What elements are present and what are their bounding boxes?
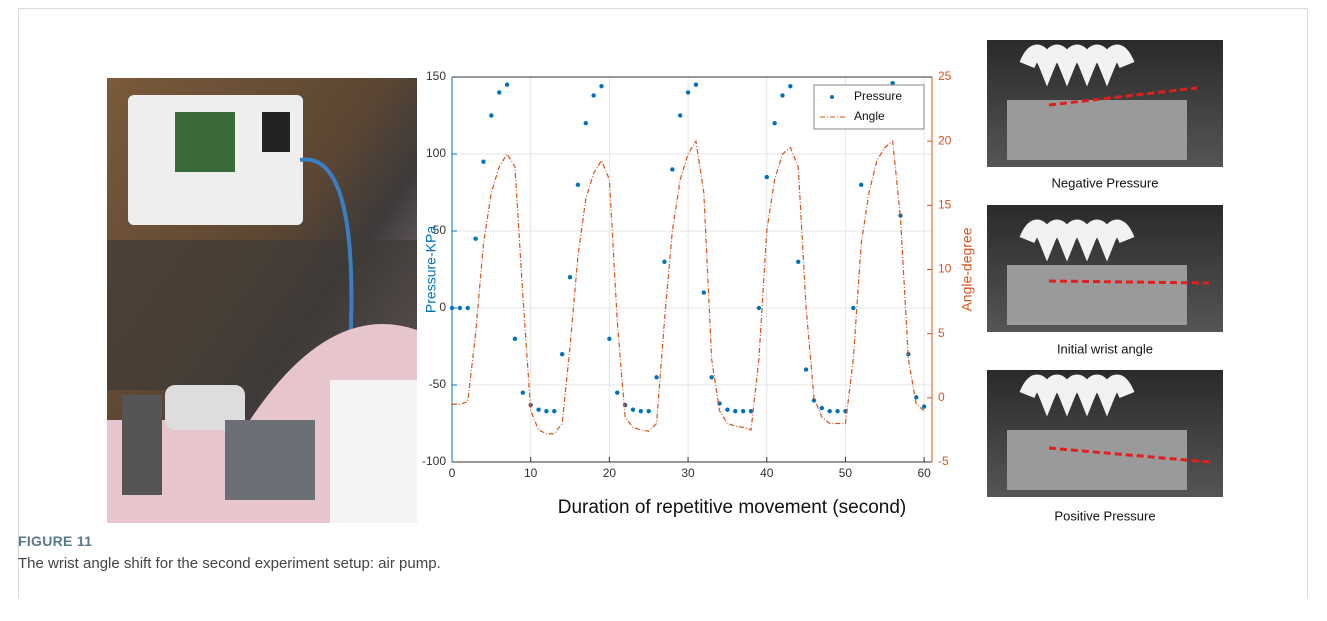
- x-tick-label: 50: [839, 466, 853, 480]
- y-tick-label: 100: [426, 146, 446, 160]
- legend-label: Pressure: [854, 89, 902, 103]
- data-point: [536, 407, 540, 411]
- panel-caption: Initial wrist angle: [1057, 341, 1153, 356]
- data-point: [788, 84, 792, 88]
- y-tick-label: 0: [439, 300, 446, 314]
- photo-panels: Negative Pressure Initial wrist angle Po…: [987, 40, 1223, 523]
- data-point: [473, 237, 477, 241]
- x-tick-label: 30: [681, 466, 695, 480]
- data-point: [851, 306, 855, 310]
- data-point: [481, 160, 485, 164]
- data-point: [505, 83, 509, 87]
- y2-axis-label: Angle-degree: [959, 227, 975, 311]
- y-tick-label: -100: [422, 454, 446, 468]
- y-tick-label: -50: [429, 377, 447, 391]
- data-point: [584, 121, 588, 125]
- data-point: [678, 113, 682, 117]
- y2-tick-label: 15: [938, 198, 952, 212]
- data-point: [709, 375, 713, 379]
- data-point: [654, 375, 658, 379]
- y2-tick-label: 10: [938, 262, 952, 276]
- data-point: [859, 183, 863, 187]
- data-point: [615, 391, 619, 395]
- data-point: [631, 407, 635, 411]
- data-point: [560, 352, 564, 356]
- data-point: [828, 409, 832, 413]
- data-point: [639, 409, 643, 413]
- data-point: [591, 93, 595, 97]
- x-tick-label: 10: [524, 466, 538, 480]
- y2-tick-label: 0: [938, 390, 945, 404]
- y2-tick-label: -5: [938, 454, 949, 468]
- data-point: [513, 337, 517, 341]
- data-point: [772, 121, 776, 125]
- data-point: [450, 306, 454, 310]
- data-point: [647, 409, 651, 413]
- data-point: [741, 409, 745, 413]
- figure-label: FIGURE 11: [18, 533, 92, 549]
- data-point: [552, 409, 556, 413]
- y2-tick-label: 5: [938, 326, 945, 340]
- photo-device: [107, 78, 417, 523]
- page: {"figure": {"label": "FIGURE 11", "capti…: [0, 0, 1327, 621]
- data-point: [568, 275, 572, 279]
- data-point: [694, 83, 698, 87]
- data-point: [607, 337, 611, 341]
- legend-label: Angle: [854, 109, 885, 123]
- data-point: [765, 175, 769, 179]
- figure-caption: The wrist angle shift for the second exp…: [18, 555, 441, 572]
- y2-tick-label: 25: [938, 69, 952, 83]
- data-point: [725, 407, 729, 411]
- data-point: [458, 306, 462, 310]
- legend-marker: [830, 95, 834, 99]
- data-point: [662, 260, 666, 264]
- panel-caption: Negative Pressure: [1052, 175, 1159, 190]
- data-point: [497, 90, 501, 94]
- data-point: [780, 93, 784, 97]
- x-tick-label: 40: [760, 466, 774, 480]
- data-point: [599, 84, 603, 88]
- x-tick-label: 0: [449, 466, 456, 480]
- y2-tick-label: 20: [938, 133, 952, 147]
- data-point: [835, 409, 839, 413]
- data-point: [686, 90, 690, 94]
- data-point: [820, 406, 824, 410]
- panel-caption: Positive Pressure: [1054, 508, 1155, 523]
- x-tick-label: 20: [603, 466, 617, 480]
- y-axis-label: Pressure-KPa: [423, 226, 439, 313]
- x-tick-label: 60: [917, 466, 931, 480]
- data-point: [796, 260, 800, 264]
- data-point: [804, 367, 808, 371]
- data-point: [922, 404, 926, 408]
- data-point: [489, 113, 493, 117]
- y-tick-label: 150: [426, 69, 446, 83]
- data-point: [670, 167, 674, 171]
- data-point: [757, 306, 761, 310]
- x-axis-label: Duration of repetitive movement (second): [558, 497, 907, 518]
- data-point: [544, 409, 548, 413]
- data-point: [702, 290, 706, 294]
- data-point: [733, 409, 737, 413]
- data-point: [521, 391, 525, 395]
- data-point: [576, 183, 580, 187]
- data-point: [466, 306, 470, 310]
